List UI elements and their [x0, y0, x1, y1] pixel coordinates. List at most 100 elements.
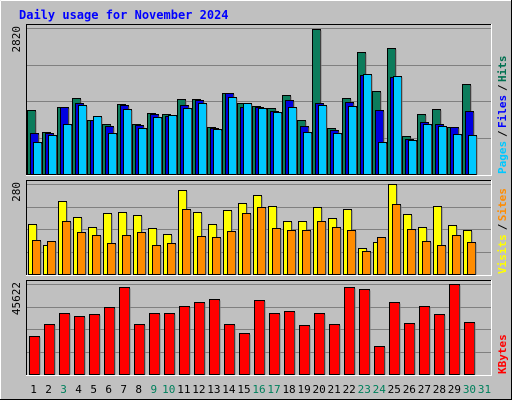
bar-sites-day-28: [437, 245, 447, 275]
y-max-label: 2820: [10, 26, 23, 53]
bar-pages-day-13: [213, 129, 223, 175]
bar-kbytes-day-19: [299, 325, 311, 375]
bar-pages-day-18: [288, 107, 298, 175]
x-tick-label: 8: [135, 383, 142, 396]
legend-separator: /: [496, 130, 509, 137]
bar-pages-day-24: [378, 142, 388, 175]
x-tick-label: 23: [358, 383, 371, 396]
bar-kbytes-day-4: [74, 316, 86, 375]
bar-kbytes-day-8: [134, 324, 146, 375]
bar-pages-day-27: [423, 124, 433, 175]
bar-sites-day-3: [62, 221, 72, 275]
bar-sites-day-14: [227, 231, 237, 275]
x-tick-label: 28: [433, 383, 446, 396]
bar-kbytes-day-13: [209, 299, 221, 375]
bar-pages-day-25: [393, 76, 403, 175]
legend-files: Files: [496, 95, 509, 128]
bar-sites-day-25: [392, 204, 402, 275]
bar-kbytes-day-22: [344, 287, 356, 375]
x-tick-label: 25: [388, 383, 401, 396]
bar-sites-day-12: [197, 236, 207, 275]
bar-kbytes-day-6: [104, 307, 116, 375]
x-tick-label: 17: [267, 383, 280, 396]
bar-kbytes-day-3: [59, 313, 71, 375]
x-tick-label: 6: [105, 383, 112, 396]
x-tick-label: 18: [282, 383, 295, 396]
bar-sites-day-23: [362, 251, 372, 275]
bar-kbytes-day-27: [419, 306, 431, 375]
x-tick-label: 11: [177, 383, 190, 396]
bar-pages-day-19: [303, 132, 313, 175]
x-tick-label: 14: [222, 383, 236, 396]
series-legend: Visits / Sites: [496, 188, 509, 274]
bar-kbytes-day-21: [329, 324, 341, 375]
bar-pages-day-16: [258, 108, 268, 175]
legend-sites: Sites: [496, 188, 509, 221]
x-tick-label: 19: [297, 383, 310, 396]
bar-kbytes-day-26: [404, 323, 416, 375]
bar-pages-day-22: [348, 106, 358, 175]
y-max-label: 45622: [10, 282, 23, 315]
x-tick-label: 26: [403, 383, 416, 396]
bar-sites-day-11: [182, 209, 192, 275]
y-max-label: 280: [10, 182, 23, 202]
x-tick-label: 2: [45, 383, 52, 396]
bar-kbytes-day-25: [389, 302, 401, 375]
bar-pages-day-15: [243, 103, 253, 175]
bar-kbytes-day-9: [149, 313, 161, 375]
bar-pages-day-11: [183, 108, 193, 175]
bar-kbytes-day-7: [119, 287, 131, 375]
x-tick-label: 1: [30, 383, 37, 396]
bar-sites-day-9: [152, 245, 162, 275]
x-tick-label: 12: [192, 383, 205, 396]
x-tick-label: 22: [343, 383, 356, 396]
x-tick-label: 15: [237, 383, 250, 396]
legend-hits: Hits: [496, 56, 509, 83]
bar-sites-day-27: [422, 241, 432, 275]
bar-kbytes-day-2: [44, 324, 56, 375]
bars-visits-sites: [28, 184, 477, 275]
bar-sites-day-20: [317, 221, 327, 275]
x-tick-label: 3: [60, 383, 67, 396]
x-tick-label: 7: [120, 383, 127, 396]
bar-pages-day-21: [333, 133, 343, 175]
bar-pages-day-26: [408, 140, 418, 175]
x-tick-label: 9: [150, 383, 157, 396]
bar-kbytes-day-29: [449, 284, 461, 375]
bar-kbytes-day-16: [254, 300, 266, 375]
bar-sites-day-5: [92, 235, 102, 275]
x-tick-label: 30: [463, 383, 476, 396]
bar-kbytes-day-12: [194, 302, 206, 375]
x-tick-label: 31: [478, 383, 491, 396]
bar-pages-day-12: [198, 103, 208, 175]
series-legend: Pages/Files/Hits: [496, 56, 509, 175]
bar-sites-day-30: [467, 242, 477, 275]
legend-pages: Pages: [496, 141, 509, 174]
bar-kbytes-day-28: [434, 314, 446, 375]
bar-pages-day-8: [138, 128, 148, 175]
bar-sites-day-6: [107, 243, 117, 275]
bar-pages-day-9: [153, 117, 163, 175]
bar-kbytes-day-15: [239, 333, 251, 375]
bar-kbytes-day-23: [359, 289, 371, 375]
bar-kbytes-day-30: [464, 322, 476, 375]
bar-pages-day-17: [273, 112, 283, 175]
bar-kbytes-day-10: [164, 313, 176, 375]
bar-pages-day-14: [228, 97, 238, 175]
bar-sites-day-10: [167, 243, 177, 275]
bar-kbytes-day-5: [89, 314, 101, 375]
bar-pages-day-3: [63, 124, 73, 175]
bar-pages-day-20: [318, 105, 328, 175]
bar-sites-day-1: [32, 240, 42, 275]
chart-title: Daily usage for November 2024: [19, 8, 229, 22]
bar-sites-day-17: [272, 228, 282, 275]
bars-kbytes: [29, 284, 476, 375]
bar-sites-day-2: [47, 241, 57, 275]
bar-pages-day-29: [453, 134, 463, 175]
bar-kbytes-day-14: [224, 324, 236, 375]
x-tick-label: 16: [252, 383, 265, 396]
bar-kbytes-day-1: [29, 336, 41, 375]
bar-sites-day-18: [287, 230, 297, 275]
bar-kbytes-day-20: [314, 313, 326, 375]
legend-separator: /: [496, 223, 509, 230]
